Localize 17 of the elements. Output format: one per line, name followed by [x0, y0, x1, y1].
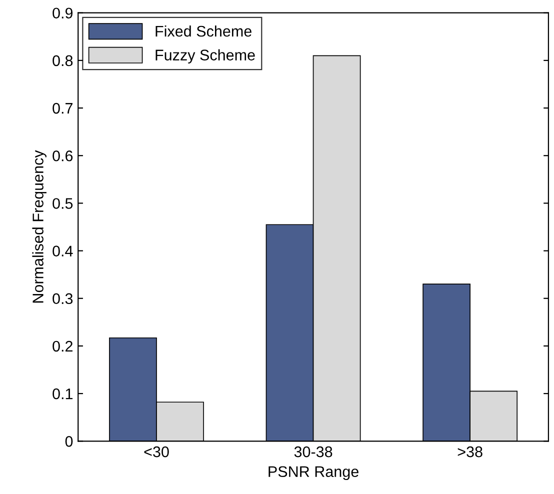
- y-tick-label: 0.5: [52, 198, 73, 209]
- y-tick-label: 0.3: [52, 293, 73, 304]
- x-tick-label: >38: [458, 446, 482, 458]
- y-tick-label: 0.9: [52, 8, 73, 19]
- y-tick-label: 0.1: [52, 388, 73, 400]
- y-tick-label: 0.4: [52, 246, 73, 256]
- y-tick-label: 0.6: [52, 150, 73, 162]
- x-tick-label: <30: [144, 446, 169, 458]
- y-tick-label: 0.8: [52, 55, 73, 66]
- x-axis-title: PSNR Range: [268, 466, 358, 480]
- y-tick-label: 0.7: [52, 102, 72, 114]
- legend-label: Fuzzy Scheme: [156, 49, 255, 64]
- y-tick-label: 0: [65, 436, 73, 447]
- y-tick-label: 0.2: [52, 340, 72, 352]
- legend-label: Fixed Scheme: [156, 25, 252, 37]
- x-tick-label: 30-38: [294, 446, 332, 458]
- y-axis-title: Normalised Frequency: [32, 150, 46, 303]
